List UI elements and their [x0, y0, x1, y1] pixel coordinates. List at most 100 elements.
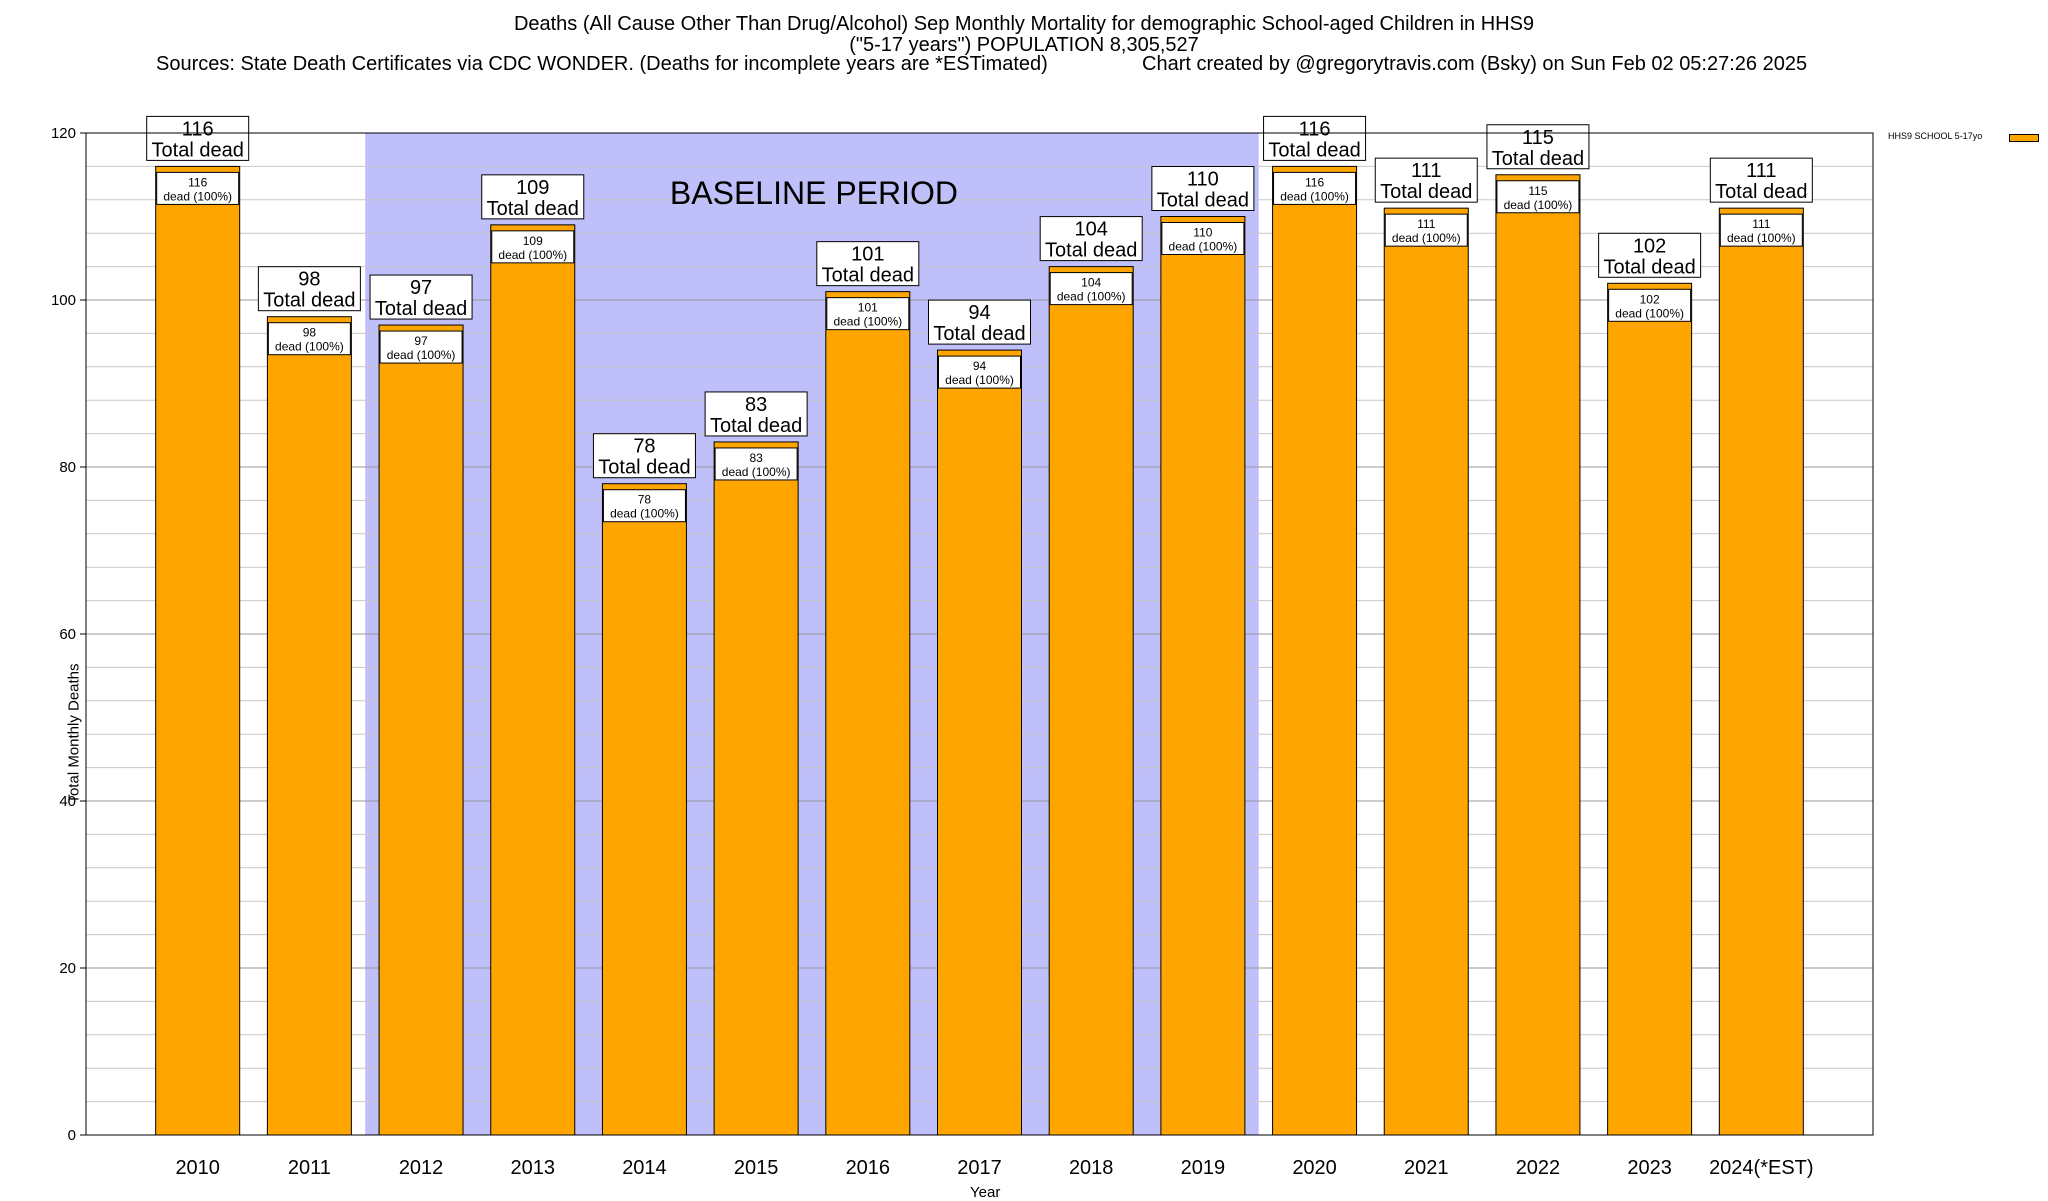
bar-inner-label-box [1273, 171, 1357, 205]
bar-inner-label: dead (100%) [1392, 231, 1461, 245]
bar-top-value: 116 [182, 118, 214, 140]
legend-swatch [2009, 134, 2039, 142]
bar-inner-label-box [1496, 180, 1580, 214]
bar-top-value: 104 [1075, 219, 1108, 241]
bar-top-label-box [369, 274, 473, 320]
x-tick-label: 2020 [1292, 1157, 1337, 1179]
bar-inner-label: dead (100%) [498, 248, 567, 262]
bar-top-label-box [1598, 232, 1702, 278]
bar [155, 165, 241, 1136]
bar-inner-value: 94 [973, 359, 987, 373]
x-tick-label: 2024(*EST) [1709, 1157, 1814, 1179]
chart-title: Deaths (All Cause Other Than Drug/Alcoho… [0, 14, 2048, 56]
bar-inner-label: dead (100%) [945, 373, 1014, 387]
x-tick-label: 2018 [1069, 1157, 1114, 1179]
y-tick-label: 120 [51, 125, 76, 142]
bar-inner-label: dead (100%) [1504, 198, 1573, 212]
bar-inner-value: 102 [1640, 292, 1660, 306]
bar-inner-label: dead (100%) [275, 340, 344, 354]
bar-top-value: 111 [1746, 160, 1776, 182]
chart-sources: Sources: State Death Certificates via CD… [156, 53, 1048, 75]
bar-top-label: Total dead [1715, 181, 1807, 203]
bar-top-value: 83 [745, 394, 767, 416]
bar [1272, 165, 1358, 1136]
x-tick-label: 2013 [511, 1157, 556, 1179]
bar-top-label-box [481, 174, 585, 220]
annotation-text: BASELINE PERIOD [670, 175, 958, 211]
x-axis-label: Year [970, 1184, 1001, 1201]
bar-inner-label-box [714, 447, 798, 481]
bar-top-label: Total dead [933, 323, 1025, 345]
bar [825, 291, 911, 1136]
bar-top-value: 98 [298, 269, 320, 291]
bar-inner-label-box [267, 322, 351, 356]
bar-top-label: Total dead [1268, 139, 1360, 161]
bar-inner-label: dead (100%) [387, 348, 456, 362]
x-tick-label: 2012 [399, 1157, 444, 1179]
bar-top-label-box [146, 115, 250, 161]
bar-inner-label: dead (100%) [1615, 306, 1684, 320]
bar-top-value: 78 [633, 436, 655, 458]
bar [490, 224, 576, 1136]
x-tick-label: 2017 [957, 1157, 1002, 1179]
bar-inner-label-box [826, 297, 910, 331]
bar-top-label: Total dead [375, 298, 467, 320]
bar-top-value: 101 [851, 244, 884, 266]
bar-top-value: 97 [410, 277, 432, 299]
bar-inner-value: 78 [638, 493, 652, 507]
chart-title-line2: ("5-17 years") POPULATION 8,305,527 [849, 34, 1199, 56]
bar [266, 316, 352, 1136]
x-tick-label: 2014 [622, 1157, 667, 1179]
chart-credit: Chart created by @gregorytravis.com (Bsk… [1142, 53, 1808, 75]
bar [1607, 282, 1693, 1136]
bar-top-label: Total dead [1492, 148, 1584, 170]
bar-inner-label-box [1049, 272, 1133, 306]
bar-top-label: Total dead [1045, 240, 1137, 262]
bar-top-value: 109 [516, 177, 549, 199]
bar-top-label-box [592, 433, 696, 479]
bar-inner-label-box [379, 330, 463, 364]
x-tick-label: 2010 [175, 1157, 220, 1179]
y-tick-label: 60 [59, 626, 76, 643]
bar-inner-label: dead (100%) [610, 507, 679, 521]
x-tick-label: 2011 [288, 1157, 331, 1179]
legend-label: HHS9 SCHOOL 5-17yo [1888, 131, 1983, 141]
bar-inner-value: 110 [1193, 226, 1212, 240]
bar-top-label-box [1039, 216, 1143, 262]
bar-top-label-box [1374, 157, 1478, 203]
bar-inner-label: dead (100%) [833, 315, 902, 329]
y-tick-label: 40 [59, 793, 76, 810]
bar [1160, 216, 1246, 1136]
bar-inner-value: 97 [414, 334, 428, 348]
bar-inner-label-box [1161, 222, 1245, 255]
bar-inner-label-box [938, 355, 1021, 389]
bar-top-label-box [1263, 115, 1367, 161]
bar-top-label: Total dead [1603, 256, 1695, 278]
bar [1718, 207, 1804, 1136]
bar-inner-value: 98 [303, 326, 317, 340]
bar-inner-value: 104 [1081, 276, 1101, 290]
bar-inner-label-box [602, 489, 686, 523]
bar [937, 349, 1022, 1136]
bar-inner-value: 111 [1417, 217, 1436, 231]
bar-top-label-box [1486, 124, 1590, 170]
y-tick-label: 0 [68, 1127, 76, 1144]
bar [1383, 207, 1469, 1136]
y-tick-label: 20 [59, 960, 76, 977]
y-tick-label: 100 [51, 292, 76, 309]
bar-inner-label: dead (100%) [1727, 231, 1796, 245]
x-tick-label: 2015 [734, 1157, 779, 1179]
bar-inner-label-box [156, 171, 240, 205]
bar-top-label: Total dead [822, 265, 914, 287]
bar-inner-value: 83 [749, 451, 763, 465]
bar [1048, 266, 1134, 1136]
bar-top-label: Total dead [152, 139, 244, 161]
x-tick-label: 2021 [1404, 1157, 1449, 1179]
bar-inner-value: 116 [1305, 175, 1324, 189]
bar-top-value: 94 [968, 302, 990, 324]
bar-inner-label-box [1384, 213, 1468, 247]
bar-inner-value: 111 [1752, 217, 1771, 231]
bar-top-value: 115 [1522, 127, 1554, 149]
y-tick-label: 80 [59, 459, 76, 476]
